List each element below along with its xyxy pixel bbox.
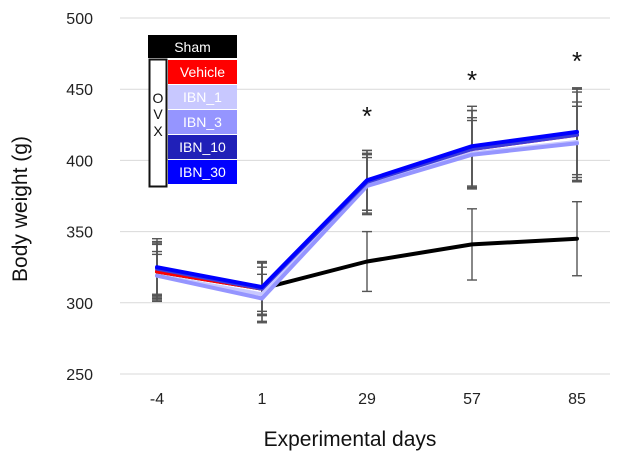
ovx-label-char: V xyxy=(153,106,163,122)
series-line-ibn-30 xyxy=(155,129,579,290)
ovx-bracket xyxy=(148,58,168,188)
legend-swatch-ibn-1 xyxy=(168,85,237,109)
legend-swatch-sham xyxy=(148,35,237,58)
x-tick-label: 1 xyxy=(258,391,267,408)
y-tick-label: 300 xyxy=(66,296,93,313)
x-tick-label: 85 xyxy=(568,391,586,408)
y-tick-labels: 250 300 350 400 450 500 xyxy=(66,11,93,384)
x-tick-label: 57 xyxy=(463,391,481,408)
legend-label-sham: Sham xyxy=(174,39,211,55)
legend: Sham OVX Vehicle IBN_1 IBN_3 IBN_10 IBN_30 xyxy=(148,35,237,188)
legend-label-ibn-1: IBN_1 xyxy=(183,89,222,105)
series-line-ibn-3 xyxy=(155,141,579,301)
legend-swatch-ibn-3 xyxy=(168,110,237,134)
significance-marks: * * * xyxy=(362,46,582,131)
x-axis-title: Experimental days xyxy=(264,428,437,451)
legend-label-ibn-3: IBN_3 xyxy=(183,114,222,130)
legend-label-ibn-10: IBN_10 xyxy=(179,139,226,155)
significance-star: * xyxy=(572,46,582,76)
x-tick-label: -4 xyxy=(150,391,164,408)
ovx-label-char: O xyxy=(153,90,164,106)
series-lines xyxy=(155,129,579,301)
significance-star: * xyxy=(362,101,372,131)
x-tick-labels: -4 1 29 57 85 xyxy=(150,391,586,408)
y-tick-label: 350 xyxy=(66,225,93,242)
y-tick-label: 450 xyxy=(66,82,93,99)
ovx-label-char: X xyxy=(153,123,163,139)
significance-star: * xyxy=(467,65,477,95)
legend-swatch-ibn-30 xyxy=(168,160,237,184)
x-tick-label: 29 xyxy=(358,391,376,408)
legend-label-vehicle: Vehicle xyxy=(180,64,225,80)
y-tick-label: 500 xyxy=(66,11,93,28)
y-axis-title: Body weight (g) xyxy=(9,136,32,282)
legend-swatch-ibn-10 xyxy=(168,135,237,159)
y-tick-label: 250 xyxy=(66,367,93,384)
y-tick-label: 400 xyxy=(66,153,93,170)
legend-swatch-vehicle xyxy=(168,60,237,84)
legend-label-ibn-30: IBN_30 xyxy=(179,164,226,180)
